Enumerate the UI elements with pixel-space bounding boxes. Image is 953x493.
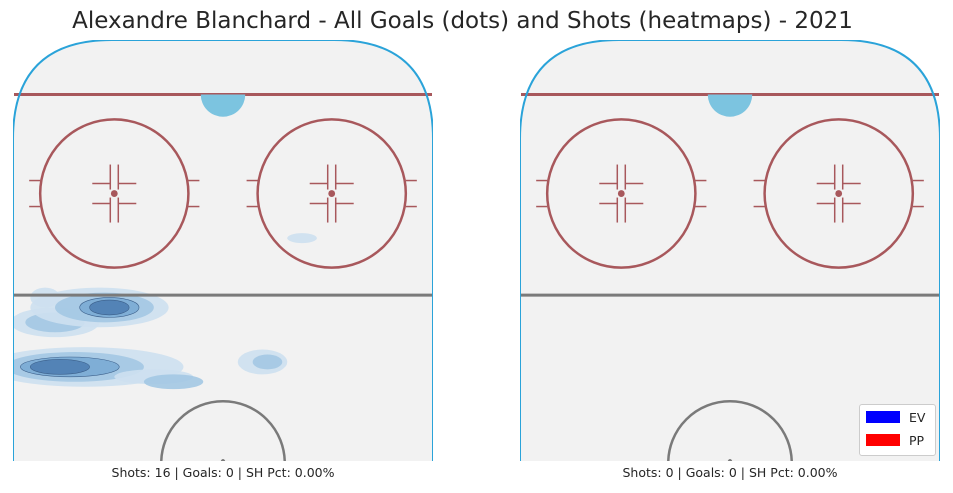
legend-item-pp: PP <box>866 432 925 448</box>
faceoff-dot <box>835 190 843 197</box>
shot-density-blob <box>89 299 130 316</box>
goal-crease <box>200 94 246 117</box>
legend-swatch-ev <box>866 411 900 423</box>
faceoff-circle <box>763 118 915 269</box>
legend-swatch-pp <box>866 434 900 446</box>
faceoff-dot <box>110 190 118 197</box>
rink-left-caption: Shots: 16 | Goals: 0 | SH Pct: 0.00% <box>111 465 335 480</box>
shot-density-blob <box>143 374 204 390</box>
shot-density-blob <box>252 354 283 370</box>
rink-right-caption: Shots: 0 | Goals: 0 | SH Pct: 0.00% <box>622 465 838 480</box>
faceoff-circle <box>256 118 408 269</box>
legend: EV PP <box>859 404 936 456</box>
center-dot <box>727 459 733 461</box>
boards <box>13 40 433 461</box>
center-dot <box>220 459 226 461</box>
shot-density-blob <box>29 359 90 375</box>
legend-label-ev: EV <box>909 409 926 425</box>
legend-item-ev: EV <box>866 409 926 425</box>
center-circle <box>667 399 793 461</box>
faceoff-circle <box>38 118 190 269</box>
shot-density-blob <box>287 233 317 244</box>
faceoff-dot <box>617 190 625 197</box>
goal-crease <box>707 94 753 117</box>
faceoff-circle <box>545 118 697 269</box>
faceoff-dot <box>328 190 336 197</box>
center-circle <box>160 399 286 461</box>
rink-left <box>13 40 433 461</box>
boards <box>520 40 940 461</box>
rink-ice <box>520 40 940 461</box>
legend-label-pp: PP <box>909 432 925 448</box>
chart-title: Alexandre Blanchard - All Goals (dots) a… <box>72 8 853 34</box>
rink-right <box>520 40 940 461</box>
